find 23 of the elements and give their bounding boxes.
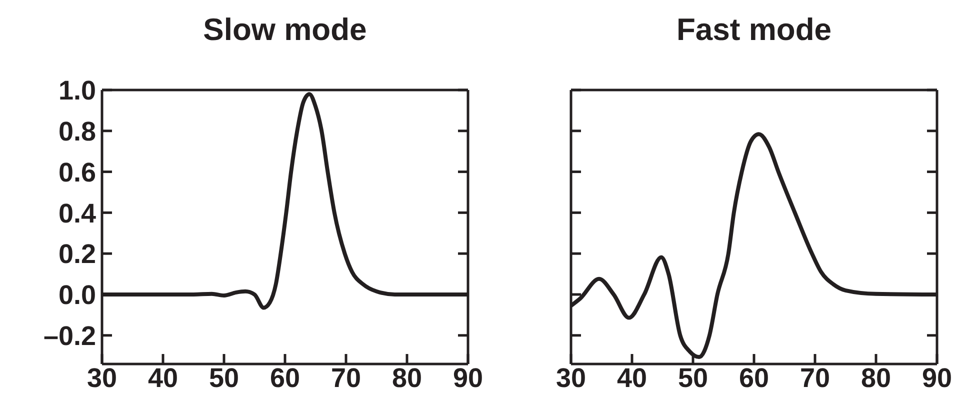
y-tick-label: 0.6 — [58, 157, 96, 188]
x-tick-label: 50 — [208, 363, 240, 394]
x-tick-label: 30 — [556, 363, 586, 394]
x-tick-label: 90 — [922, 363, 952, 394]
chart-title: Fast mode — [675, 12, 833, 48]
x-tick-label: 50 — [678, 363, 708, 394]
x-tick-label: 40 — [148, 363, 178, 394]
x-tick-label: 80 — [392, 363, 422, 394]
x-tick-label: 40 — [616, 363, 648, 394]
y-tick-label: 0.2 — [58, 239, 96, 270]
x-tick-label: 70 — [330, 363, 362, 394]
x-tick-label: 90 — [452, 363, 484, 394]
chart-title: Slow mode — [202, 12, 368, 48]
x-tick-label: 70 — [800, 363, 830, 394]
x-tick-label: 80 — [860, 363, 892, 394]
y-tick-label: 0.0 — [58, 280, 96, 310]
y-tick-label: 1.0 — [58, 76, 96, 106]
y-tick-label: 0.4 — [58, 198, 96, 228]
x-tick-label: 60 — [270, 363, 300, 394]
y-tick-label: –0.2 — [43, 320, 96, 351]
y-tick-label: 0.8 — [58, 116, 96, 146]
x-tick-label: 30 — [86, 363, 118, 394]
x-tick-label: 60 — [738, 363, 770, 394]
